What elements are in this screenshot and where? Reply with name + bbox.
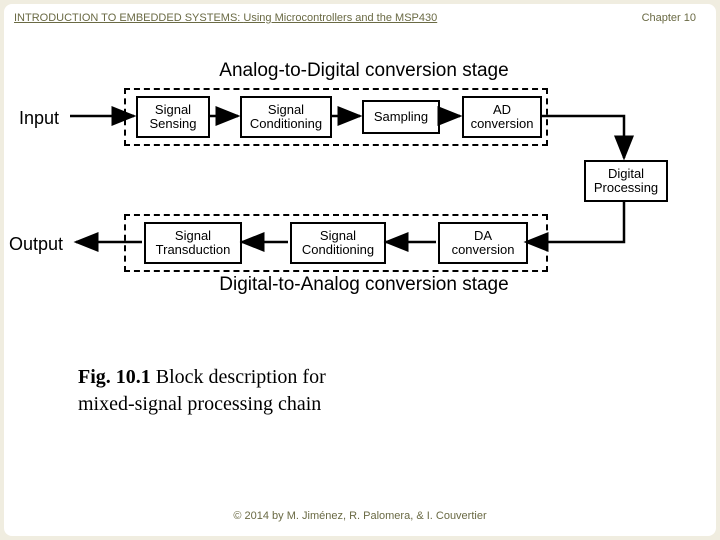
box-da-conversion-label: DA conversion [452, 229, 515, 258]
box-sampling-label: Sampling [374, 110, 428, 124]
header-left-prefix: INTRODUCTION TO EMBEDDED SYSTEMS: [14, 12, 243, 24]
footer-copyright: © 2014 by M. Jiménez, R. Palomera, & I. … [4, 510, 716, 522]
box-sampling: Sampling [362, 100, 440, 134]
input-label: Input [19, 108, 59, 129]
dac-stage-title: Digital-to-Analog conversion stage [194, 274, 534, 296]
page-card: INTRODUCTION TO EMBEDDED SYSTEMS: Using … [4, 4, 716, 536]
box-ad-conversion-label: AD conversion [471, 103, 534, 132]
header-right: Chapter 10 [642, 12, 696, 24]
box-da-conversion: DA conversion [438, 222, 528, 264]
box-signal-transduction-label: Signal Transduction [156, 229, 231, 258]
header-left-rest: Using Microcontrollers and the MSP430 [243, 12, 437, 24]
box-signal-conditioning-dac: Signal Conditioning [290, 222, 386, 264]
figure-caption: Fig. 10.1 Block description for mixed-si… [78, 364, 378, 418]
box-digital-processing: Digital Processing [584, 160, 668, 202]
caption-bold: Fig. 10.1 [78, 366, 151, 388]
box-digital-processing-label: Digital Processing [594, 167, 658, 196]
adc-stage-title: Analog-to-Digital conversion stage [194, 60, 534, 82]
box-signal-sensing: Signal Sensing [136, 96, 210, 138]
output-label: Output [9, 234, 63, 255]
block-diagram: Analog-to-Digital conversion stage Input… [64, 64, 674, 324]
box-ad-conversion: AD conversion [462, 96, 542, 138]
box-signal-conditioning-adc: Signal Conditioning [240, 96, 332, 138]
box-signal-transduction: Signal Transduction [144, 222, 242, 264]
box-signal-conditioning-dac-label: Signal Conditioning [302, 229, 374, 258]
box-signal-sensing-label: Signal Sensing [150, 103, 197, 132]
box-signal-conditioning-adc-label: Signal Conditioning [250, 103, 322, 132]
header-left: INTRODUCTION TO EMBEDDED SYSTEMS: Using … [14, 12, 437, 24]
